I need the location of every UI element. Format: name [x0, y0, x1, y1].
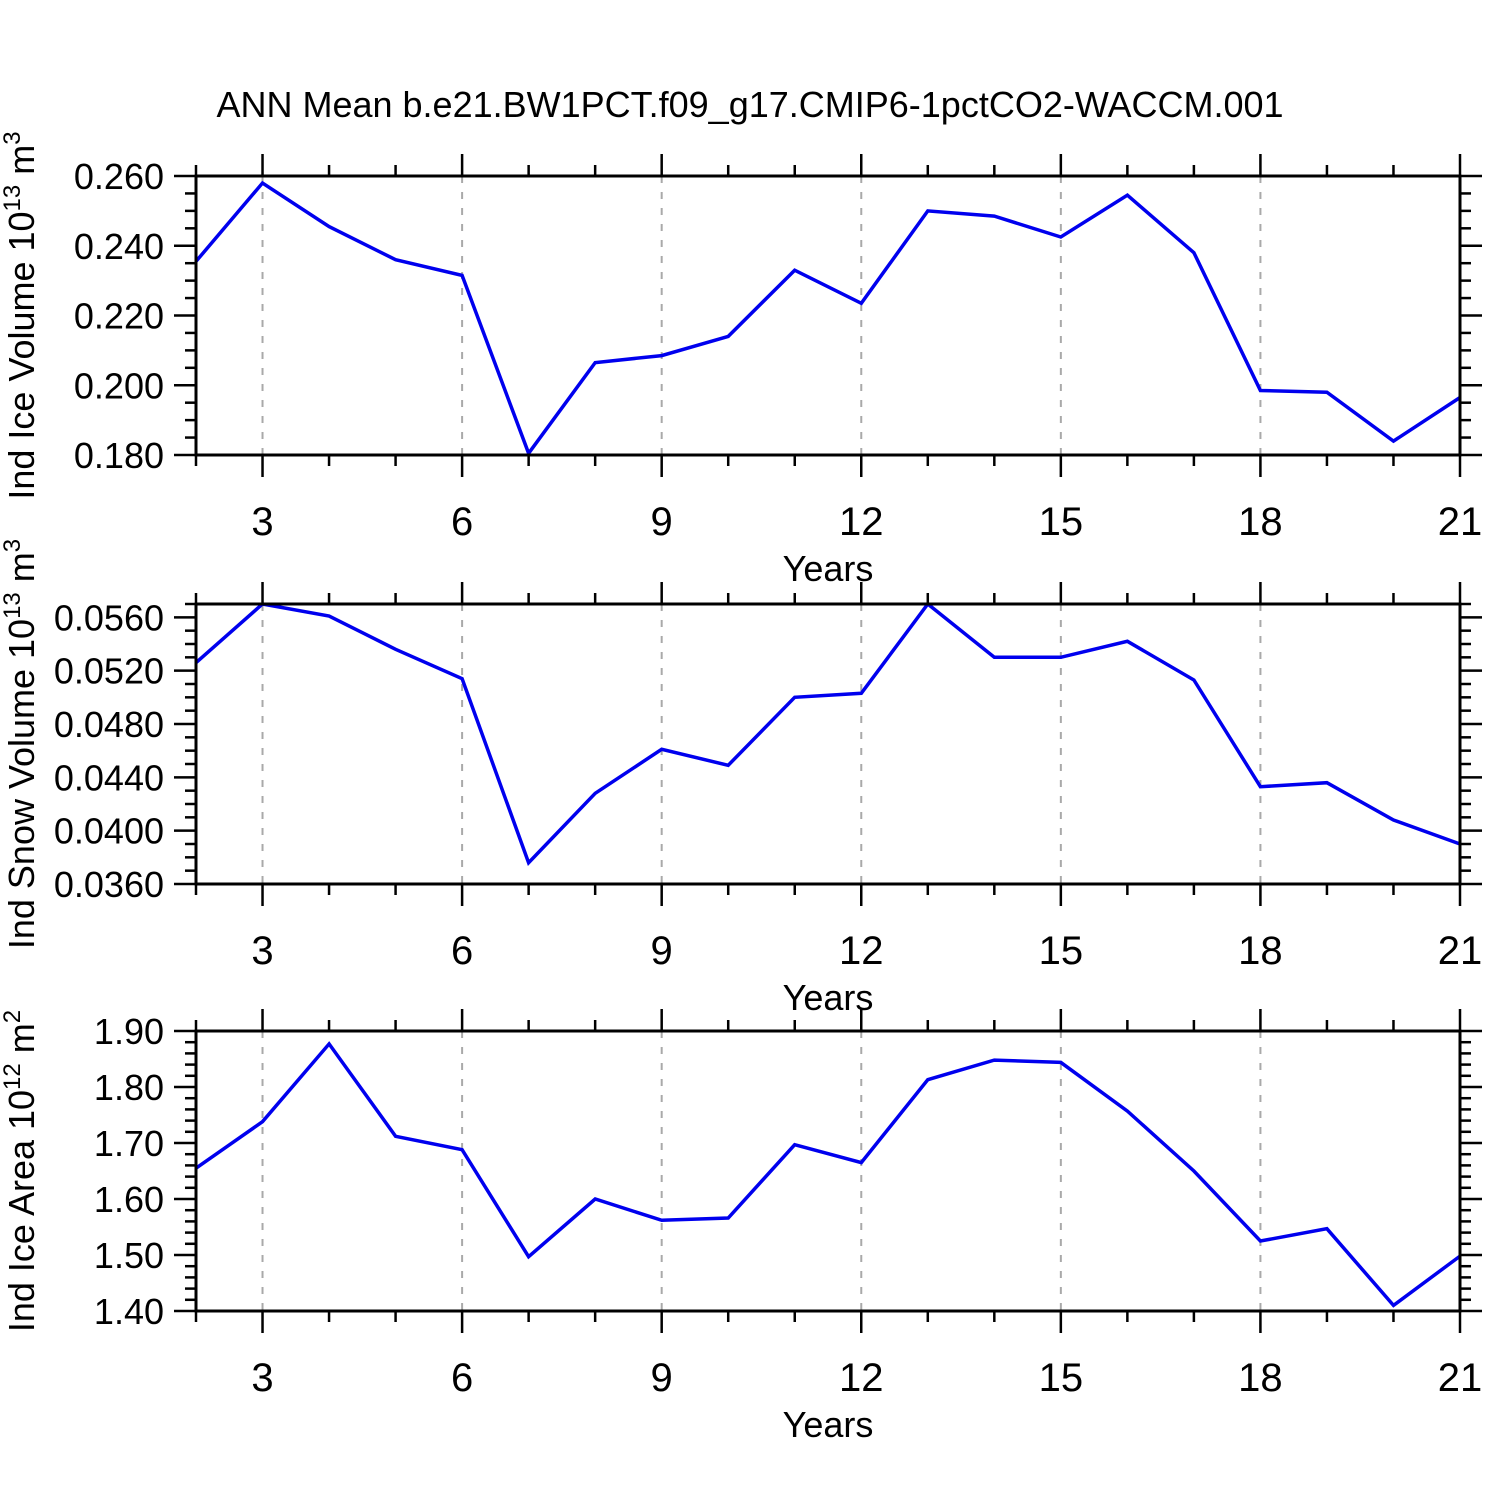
- y-tick-label: 0.200: [74, 365, 164, 406]
- panel-ind-ice-area: 1.40 1.50 1.60 1.70 1.80 1.90 3 6 9 12 15 18 21 Years…: [0, 1009, 1482, 1445]
- plot-border: [194, 174, 1462, 457]
- chart-title: ANN Mean b.e21.BW1PCT.f09_g17.CMIP6-1pct…: [216, 84, 1284, 125]
- y-tick-label: 0.240: [74, 226, 164, 267]
- series-line-ind-ice-volume: [194, 180, 1461, 457]
- x-tick-label: 18: [1238, 500, 1283, 544]
- x-tick-label: 12: [839, 929, 884, 973]
- x-tick-label: 6: [451, 929, 473, 973]
- series-line-ind-snow-volume: [194, 601, 1461, 866]
- panel-ind-snow-volume: 0.0360 0.0400 0.0440 0.0480 0.0520 0.0560 3 6 9 1…: [0, 539, 1482, 1018]
- x-axis-title: Years: [783, 977, 874, 1018]
- y-axis-title: Ind Ice Volume 1013 m3: [0, 131, 42, 499]
- y-tick-label: 1.40: [94, 1291, 164, 1332]
- y-tick-label: 1.70: [94, 1123, 164, 1164]
- x-tick-label: 18: [1238, 929, 1283, 973]
- x-tick-label: 12: [839, 500, 884, 544]
- x-tick-label: 9: [651, 1356, 673, 1400]
- y-tick-label: 0.0360: [54, 864, 164, 905]
- x-tick-label: 9: [651, 929, 673, 973]
- x-axis-title: Years: [783, 548, 874, 589]
- x-tick-label: 9: [651, 500, 673, 544]
- y-tick-label: 1.90: [94, 1011, 164, 1052]
- series-line-ind-ice-area: [194, 1041, 1462, 1308]
- x-tick-label: 21: [1438, 500, 1483, 544]
- x-tick-label: 15: [1039, 929, 1084, 973]
- y-tick-label: 0.220: [74, 296, 164, 337]
- y-tick-label: 1.80: [94, 1067, 164, 1108]
- x-tick-label: 18: [1238, 1356, 1283, 1400]
- y-tick-label: 0.180: [74, 435, 164, 476]
- y-tick-label: 0.0560: [54, 597, 164, 638]
- x-tick-label: 15: [1039, 1356, 1084, 1400]
- x-tick-label: 15: [1039, 500, 1084, 544]
- y-tick-label: 0.0440: [54, 757, 164, 798]
- x-tick-label: 6: [451, 500, 473, 544]
- y-tick-label: 0.0400: [54, 811, 164, 852]
- x-tick-label: 21: [1438, 1356, 1483, 1400]
- x-tick-label: 3: [251, 500, 273, 544]
- y-axis-title: Ind Ice Area 1012 m2: [0, 1010, 42, 1332]
- x-axis-title: Years: [783, 1404, 874, 1445]
- y-tick-label: 1.50: [94, 1235, 164, 1276]
- y-axis-title: Ind Snow Volume 1013 m3: [0, 539, 42, 949]
- plot-border: [194, 602, 1462, 886]
- panel-ind-ice-volume: 0.180 0.200 0.220 0.240 0.260 3 6 9 12 15 18 21 Year…: [0, 131, 1482, 589]
- x-tick-label: 12: [839, 1356, 884, 1400]
- x-tick-label: 21: [1438, 929, 1483, 973]
- x-tick-label: 3: [251, 1356, 273, 1400]
- y-tick-label: 1.60: [94, 1179, 164, 1220]
- y-tick-label: 0.0520: [54, 651, 164, 692]
- plot-border: [194, 1029, 1462, 1313]
- y-tick-label: 0.0480: [54, 704, 164, 745]
- y-tick-label: 0.260: [74, 156, 164, 197]
- x-tick-label: 6: [451, 1356, 473, 1400]
- x-tick-label: 3: [251, 929, 273, 973]
